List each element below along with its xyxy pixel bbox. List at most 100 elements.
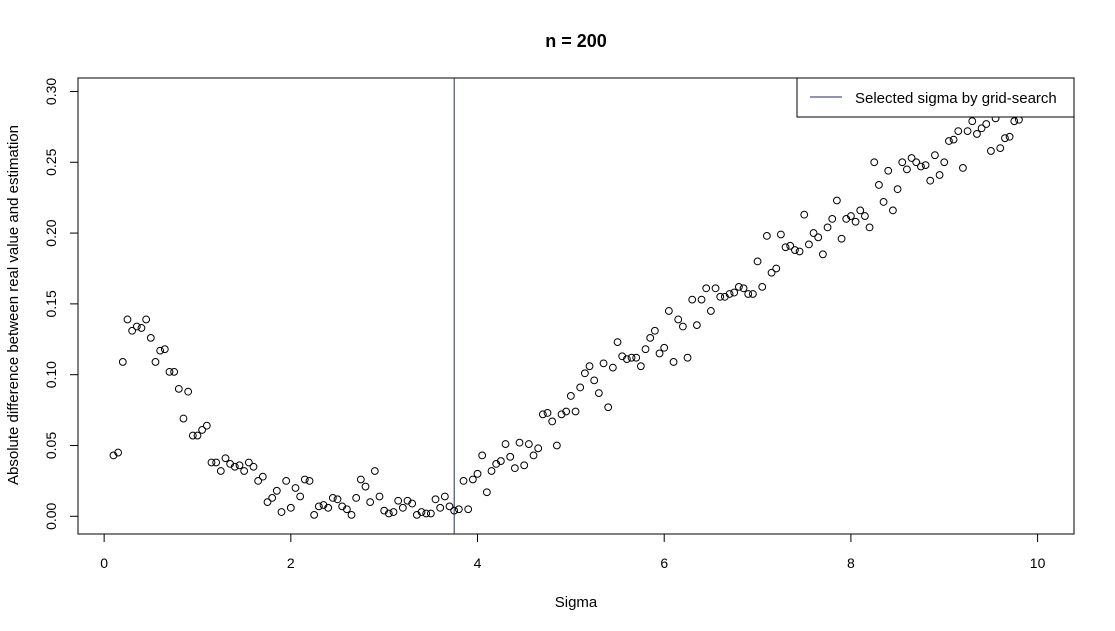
data-point [543,409,552,417]
data-point [571,407,580,416]
y-tick-label: 0.25 [43,148,59,175]
data-point [296,492,305,501]
data-point [608,363,617,372]
data-point [940,158,949,167]
data-point [580,369,589,378]
data-point [118,358,127,366]
data-point [833,196,841,205]
data-point [515,438,524,447]
data-point [305,476,314,485]
legend: Selected sigma by grid-search [796,77,1075,118]
data-point [146,333,155,342]
data-point [576,383,585,392]
data-point [230,462,239,471]
x-tick-label: 8 [847,555,855,571]
data-point [398,503,407,512]
data-point [258,472,267,481]
data-point [370,467,379,475]
data-point [585,362,594,371]
data-point [669,358,678,366]
data-point [333,495,342,504]
data-point [767,268,776,277]
x-tick-label: 6 [660,555,668,571]
data-point [674,315,683,324]
data-point [389,508,398,516]
data-point [160,345,169,354]
data-point [795,247,804,256]
y-axis: 0.00 0.05 0.10 0.15 0.20 0.25 0.30 [43,78,79,530]
data-point [734,282,743,291]
x-tick-label: 2 [287,555,295,571]
data-point [132,322,141,331]
data-point [818,250,827,259]
data-point [725,290,734,298]
x-tick-label: 10 [1030,555,1046,571]
data-point [394,496,403,505]
data-point [987,147,995,155]
y-tick-label: 0.15 [43,290,59,317]
data-point [664,307,673,315]
data-point [235,461,244,470]
data-point [366,498,375,507]
data-point [847,212,855,220]
data-point [566,392,575,400]
y-tick-label: 0.30 [43,78,59,105]
data-point [865,223,874,232]
data-point [464,505,473,514]
data-point [277,508,286,516]
data-point [627,353,636,362]
data-point [646,333,655,342]
data-point [170,367,179,376]
data-point [375,492,384,501]
data-point [786,241,795,250]
data-point [123,315,132,324]
x-tick-label: 4 [474,555,482,571]
data-point [501,440,510,448]
data-point [800,210,809,219]
data-point [716,292,725,301]
data-point [996,144,1005,152]
data-point [697,295,706,304]
data-point [632,353,641,362]
data-point [762,232,771,240]
data-point [137,324,146,332]
data-point [748,290,757,298]
data-point [165,367,174,376]
data-point [151,358,160,366]
data-point [244,458,253,467]
data-point [272,486,281,495]
data-point [758,282,767,291]
data-point [977,124,986,133]
data-point [949,135,958,144]
data-point [655,349,664,358]
data-point [730,288,739,297]
data-point [660,343,669,352]
data-point [604,403,613,412]
data-point [193,431,202,440]
data-point [879,198,888,206]
data-point [510,464,519,473]
y-tick-label: 0.05 [43,432,59,459]
data-point [893,185,902,194]
data-point [678,322,687,331]
data-point [898,158,907,167]
data-point [856,206,865,215]
data-point [347,510,356,519]
data-point [889,206,897,215]
data-point [207,458,216,467]
data-point [739,284,748,293]
data-point [478,451,487,460]
data-point [702,284,711,293]
data-point [809,229,818,237]
data-point [384,509,393,518]
data-point [188,431,197,440]
data-point [650,326,659,335]
data-point [552,441,561,450]
data-point [590,376,599,385]
y-axis-label: Absolute difference between real value a… [5,125,22,485]
data-point [440,492,449,501]
data-point [174,384,183,393]
data-point [249,462,258,471]
data-point [184,387,193,396]
y-tick-label: 0.10 [43,361,59,388]
